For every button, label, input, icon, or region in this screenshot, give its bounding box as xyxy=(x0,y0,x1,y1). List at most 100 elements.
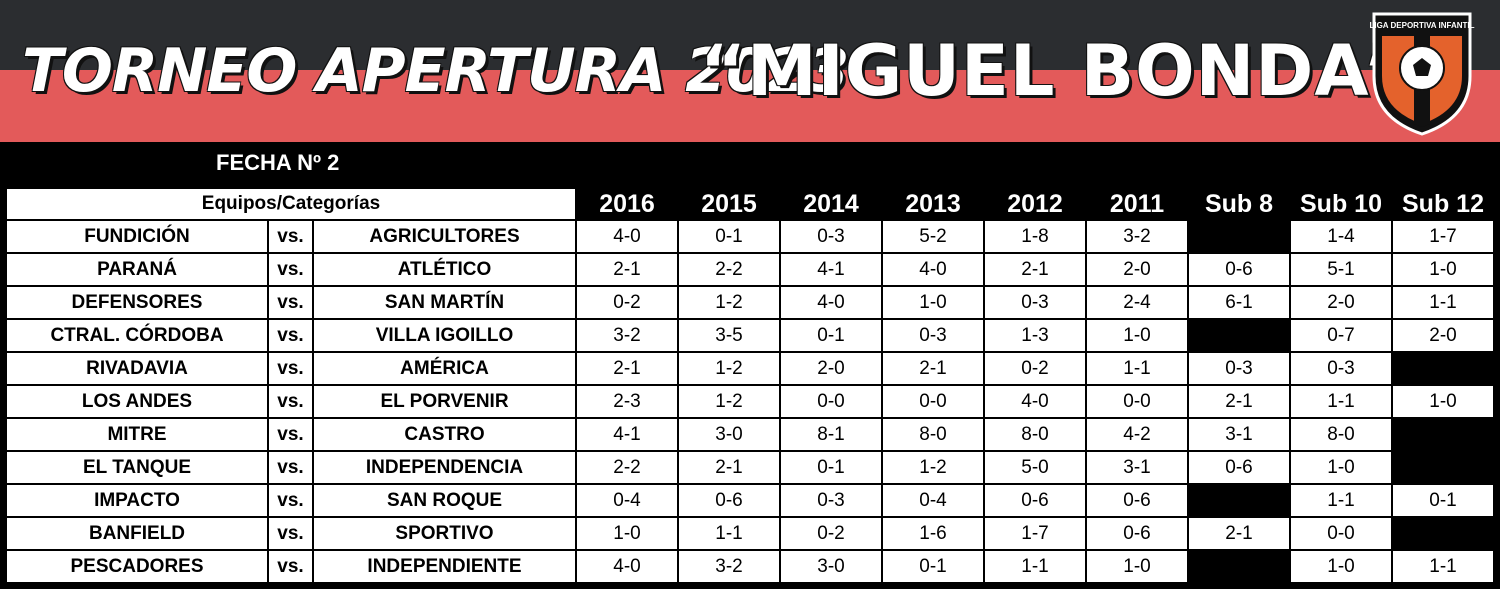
vs-label: vs. xyxy=(268,253,313,286)
vs-label: vs. xyxy=(268,418,313,451)
title-banner: TORNEO APERTURA 2023 “MIGUEL BONDA” LIGA… xyxy=(0,0,1500,142)
round-label: FECHA Nº 2 xyxy=(216,150,340,175)
score-cell: 1-6 xyxy=(882,517,984,550)
score-cell: 3-2 xyxy=(678,550,780,583)
home-team: FUNDICIÓN xyxy=(6,220,268,253)
score-cell: 0-3 xyxy=(1188,352,1290,385)
score-cell: 1-0 xyxy=(1392,253,1494,286)
empty-score-cell xyxy=(1188,319,1290,352)
home-team: BANFIELD xyxy=(6,517,268,550)
score-cell: 4-0 xyxy=(882,253,984,286)
score-cell: 2-1 xyxy=(678,451,780,484)
score-cell: 2-0 xyxy=(1392,319,1494,352)
score-cell: 3-5 xyxy=(678,319,780,352)
vs-label: vs. xyxy=(268,517,313,550)
score-cell: 1-0 xyxy=(576,517,678,550)
score-cell: 1-3 xyxy=(984,319,1086,352)
score-cell: 2-0 xyxy=(1086,253,1188,286)
score-cell: 2-2 xyxy=(576,451,678,484)
vs-label: vs. xyxy=(268,352,313,385)
home-team: CTRAL. CÓRDOBA xyxy=(6,319,268,352)
score-cell: 4-0 xyxy=(576,550,678,583)
away-team: SAN MARTÍN xyxy=(313,286,576,319)
logo-text: LIGA DEPORTIVA INFANTIL xyxy=(1369,21,1474,30)
score-cell: 0-1 xyxy=(1392,484,1494,517)
score-cell: 0-6 xyxy=(984,484,1086,517)
away-team: SAN ROQUE xyxy=(313,484,576,517)
score-cell: 1-1 xyxy=(1290,484,1392,517)
away-team: INDEPENDIENTE xyxy=(313,550,576,583)
score-cell: 0-6 xyxy=(1188,451,1290,484)
score-cell: 1-1 xyxy=(1086,352,1188,385)
category-header: Sub 8 xyxy=(1204,189,1274,218)
score-cell: 3-2 xyxy=(1086,220,1188,253)
score-cell: 0-2 xyxy=(984,352,1086,385)
score-cell: 1-1 xyxy=(984,550,1086,583)
score-cell: 1-0 xyxy=(1392,385,1494,418)
score-cell: 0-3 xyxy=(1290,352,1392,385)
teams-header-label: Equipos/Categorías xyxy=(6,188,576,220)
score-cell: 0-7 xyxy=(1290,319,1392,352)
away-team: AMÉRICA xyxy=(313,352,576,385)
vs-label: vs. xyxy=(268,484,313,517)
vs-label: vs. xyxy=(268,319,313,352)
home-team: PARANÁ xyxy=(6,253,268,286)
score-cell: 0-0 xyxy=(1086,385,1188,418)
home-team: IMPACTO xyxy=(6,484,268,517)
category-header: 2016 xyxy=(599,189,655,218)
away-team: ATLÉTICO xyxy=(313,253,576,286)
score-cell: 4-0 xyxy=(780,286,882,319)
score-cell: 2-1 xyxy=(984,253,1086,286)
score-cell: 3-0 xyxy=(780,550,882,583)
vs-label: vs. xyxy=(268,286,313,319)
score-cell: 0-6 xyxy=(1086,517,1188,550)
away-team: EL PORVENIR xyxy=(313,385,576,418)
vs-label: vs. xyxy=(268,451,313,484)
score-cell: 2-1 xyxy=(1188,385,1290,418)
score-cell: 3-1 xyxy=(1086,451,1188,484)
tournament-title: TORNEO APERTURA 2023 xyxy=(22,36,849,106)
score-cell: 4-2 xyxy=(1086,418,1188,451)
category-header: 2012 xyxy=(1007,189,1063,218)
score-cell: 1-0 xyxy=(1086,550,1188,583)
score-cell: 4-0 xyxy=(984,385,1086,418)
score-cell: 1-0 xyxy=(1086,319,1188,352)
banner-red-band xyxy=(0,70,1500,142)
empty-score-cell xyxy=(1188,550,1290,583)
results-table: Equipos/Categorías 2016 2015 2014 2013 2012 2… xyxy=(6,188,1494,584)
score-cell: 1-2 xyxy=(678,286,780,319)
score-cell: 1-7 xyxy=(1392,220,1494,253)
score-cell: 3-2 xyxy=(576,319,678,352)
score-cell: 0-3 xyxy=(780,220,882,253)
score-cell: 2-0 xyxy=(780,352,882,385)
score-cell: 4-1 xyxy=(576,418,678,451)
category-header: 2014 xyxy=(803,189,859,218)
home-team: LOS ANDES xyxy=(6,385,268,418)
league-crest-logo: LIGA DEPORTIVA INFANTIL xyxy=(1369,12,1475,136)
score-cell: 2-3 xyxy=(576,385,678,418)
category-header: Sub 12 xyxy=(1402,189,1484,218)
score-cell: 1-0 xyxy=(1290,550,1392,583)
empty-score-cell xyxy=(1392,352,1494,385)
score-cell: 1-1 xyxy=(1290,385,1392,418)
category-header: 2011 xyxy=(1109,189,1165,218)
score-cell: 8-0 xyxy=(882,418,984,451)
home-team: EL TANQUE xyxy=(6,451,268,484)
away-team: AGRICULTORES xyxy=(313,220,576,253)
empty-score-cell xyxy=(1392,451,1494,484)
score-cell: 5-0 xyxy=(984,451,1086,484)
score-cell: 1-1 xyxy=(1392,286,1494,319)
score-cell: 1-2 xyxy=(882,451,984,484)
score-cell: 0-0 xyxy=(882,385,984,418)
score-cell: 2-2 xyxy=(678,253,780,286)
category-header: Sub 10 xyxy=(1300,189,1382,218)
score-cell: 0-0 xyxy=(780,385,882,418)
score-cell: 6-1 xyxy=(1188,286,1290,319)
score-cell: 0-3 xyxy=(984,286,1086,319)
score-cell: 8-1 xyxy=(780,418,882,451)
away-team: INDEPENDENCIA xyxy=(313,451,576,484)
score-cell: 3-0 xyxy=(678,418,780,451)
score-cell: 1-0 xyxy=(882,286,984,319)
score-cell: 1-1 xyxy=(1392,550,1494,583)
